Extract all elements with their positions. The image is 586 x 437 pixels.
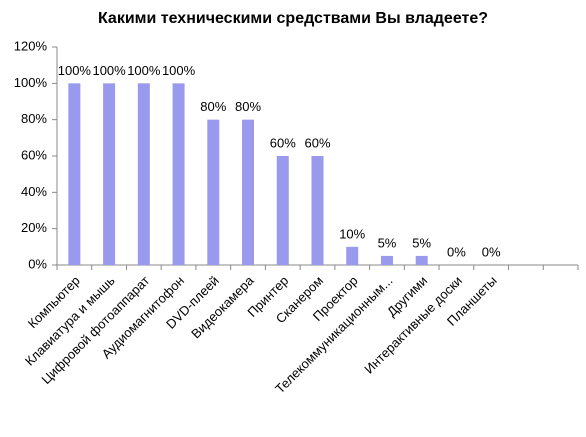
value-label: 100% [58, 63, 92, 78]
value-label: 0% [447, 244, 466, 259]
bar [172, 83, 185, 265]
y-tick-label: 120% [14, 38, 48, 53]
y-tick-label: 60% [21, 147, 47, 162]
value-label: 60% [304, 135, 330, 150]
bar [207, 119, 220, 266]
y-tick-label: 100% [14, 75, 48, 90]
y-tick-label: 0% [28, 256, 47, 271]
value-label: 5% [412, 235, 431, 250]
bar [380, 255, 393, 265]
bar [276, 156, 289, 265]
value-label: 0% [482, 244, 501, 259]
y-tick-label: 80% [21, 111, 47, 126]
value-label: 100% [92, 63, 126, 78]
bar [137, 83, 150, 265]
value-label: 5% [378, 235, 397, 250]
value-label: 80% [235, 99, 261, 114]
bar [103, 83, 116, 265]
value-label: 100% [127, 63, 161, 78]
bar [415, 255, 428, 265]
bar [68, 83, 81, 265]
value-label: 10% [339, 226, 365, 241]
value-label: 100% [162, 63, 196, 78]
value-label: 80% [200, 99, 226, 114]
y-tick-label: 20% [21, 220, 47, 235]
value-label: 60% [270, 135, 296, 150]
y-tick-label: 40% [21, 184, 47, 199]
bar [311, 156, 324, 265]
bar [242, 119, 255, 266]
bar [346, 246, 359, 265]
chart-title: Какими техническими средствами Вы владее… [98, 10, 488, 27]
